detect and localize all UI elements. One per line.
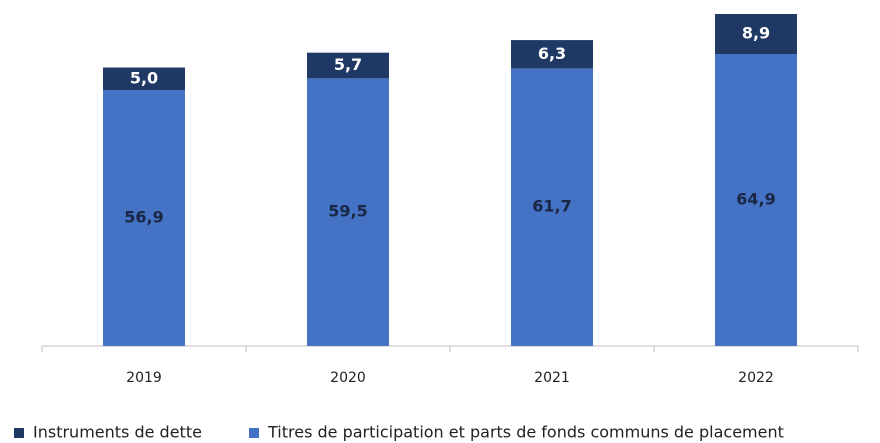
bar-segment: [511, 68, 593, 347]
legend-swatch: [249, 428, 259, 438]
data-label: 59,5: [328, 202, 367, 221]
data-label: 64,9: [736, 190, 775, 209]
data-label: 56,9: [124, 208, 163, 227]
legend-label: Instruments de dette: [33, 423, 202, 442]
x-tick-label: 2022: [738, 370, 774, 386]
legend-swatch: [14, 428, 24, 438]
bar-segment: [307, 52, 389, 79]
bar-segment: [307, 78, 389, 346]
data-label: 61,7: [532, 197, 571, 216]
x-tick-label: 2019: [126, 370, 162, 386]
x-tick-label: 2020: [330, 370, 366, 386]
data-label: 6,3: [538, 44, 566, 63]
x-tick-label: 2021: [534, 370, 570, 386]
bar-segment: [103, 90, 185, 346]
legend-label: Titres de participation et parts de fond…: [267, 423, 784, 442]
data-label: 5,0: [130, 68, 158, 87]
bar-segment: [511, 40, 593, 69]
bar-segment: [715, 14, 797, 55]
bar-segment: [715, 54, 797, 347]
data-label: 5,7: [334, 55, 362, 74]
data-label: 8,9: [742, 24, 770, 43]
bar-segment: [103, 67, 185, 91]
